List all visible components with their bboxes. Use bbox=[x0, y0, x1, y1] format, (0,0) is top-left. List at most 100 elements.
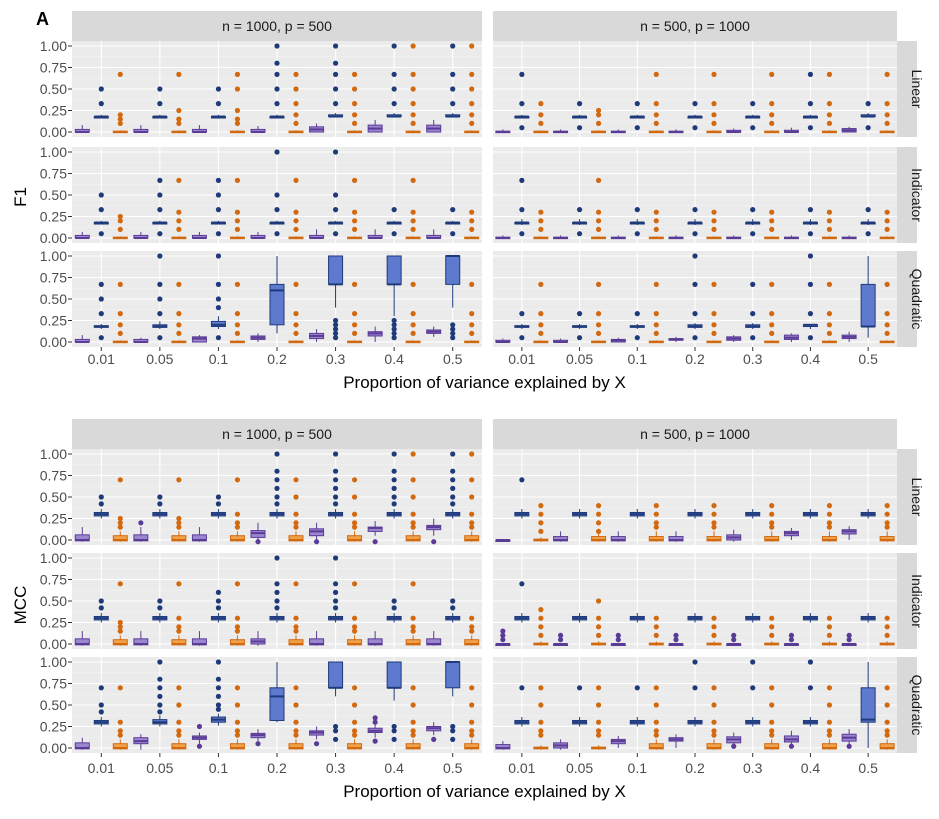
box-body bbox=[445, 661, 461, 689]
box-blue bbox=[328, 555, 344, 623]
box-purple bbox=[367, 119, 383, 133]
outlier-orange bbox=[653, 120, 659, 126]
box-orange bbox=[405, 177, 421, 240]
outlier-orange bbox=[884, 503, 890, 509]
x-tick-label: 0.1 bbox=[209, 760, 229, 776]
outlier-blue bbox=[98, 101, 104, 107]
outlier-orange bbox=[117, 218, 123, 224]
outlier-orange bbox=[826, 520, 833, 526]
outlier-purple bbox=[500, 628, 506, 634]
outlier-orange bbox=[469, 226, 475, 232]
row-strip-label: Indicator bbox=[909, 168, 925, 222]
x-tick-label: 0.5 bbox=[858, 351, 878, 367]
outlier-orange bbox=[351, 112, 358, 118]
outlier-orange bbox=[117, 520, 123, 526]
outlier-blue bbox=[215, 589, 222, 596]
box-blue bbox=[328, 451, 344, 519]
outlier-orange bbox=[595, 311, 602, 317]
outlier-orange bbox=[595, 503, 602, 509]
outlier-orange bbox=[826, 524, 833, 530]
outlier-blue bbox=[750, 311, 756, 317]
box-orange bbox=[648, 281, 664, 344]
outlier-blue bbox=[157, 702, 163, 708]
outlier-blue bbox=[98, 685, 104, 691]
outlier-orange bbox=[351, 86, 358, 92]
outlier-blue bbox=[391, 501, 397, 507]
y-axis-title: F1 bbox=[11, 187, 30, 207]
outlier-orange bbox=[469, 728, 475, 734]
outlier-orange bbox=[653, 615, 659, 621]
outlier-orange bbox=[826, 330, 833, 336]
box-orange bbox=[347, 581, 363, 646]
outlier-blue bbox=[865, 231, 871, 237]
box-orange bbox=[879, 71, 895, 134]
outlier-purple bbox=[557, 632, 564, 639]
outlier-orange bbox=[117, 515, 123, 522]
outlier-blue bbox=[215, 494, 222, 500]
outlier-purple bbox=[255, 741, 261, 747]
x-tick-label: 0.3 bbox=[326, 351, 346, 367]
outlier-blue bbox=[807, 253, 814, 259]
outlier-orange bbox=[826, 112, 833, 118]
outlier-blue bbox=[332, 207, 339, 213]
outlier-orange bbox=[351, 281, 358, 287]
box-purple bbox=[783, 235, 799, 240]
outlier-blue bbox=[215, 305, 222, 311]
x-tick-label: 0.01 bbox=[88, 760, 115, 776]
outlier-blue bbox=[332, 501, 339, 507]
outlier-blue bbox=[274, 468, 280, 474]
outlier-orange bbox=[176, 728, 182, 734]
x-tick-label: 0.2 bbox=[267, 760, 287, 776]
outlier-orange bbox=[234, 218, 241, 224]
y-tick-label: 0.00 bbox=[40, 230, 67, 246]
box-purple bbox=[191, 231, 207, 239]
row-strip-label: Linear bbox=[909, 478, 925, 517]
outlier-orange bbox=[769, 112, 775, 118]
outlier-orange bbox=[595, 520, 602, 526]
box-orange bbox=[288, 281, 304, 344]
outlier-orange bbox=[711, 120, 717, 126]
outlier-orange bbox=[176, 685, 182, 691]
box-purple bbox=[726, 529, 742, 542]
outlier-blue bbox=[157, 605, 163, 611]
outlier-orange bbox=[538, 226, 544, 232]
outlier-orange bbox=[595, 107, 602, 114]
outlier-purple bbox=[846, 632, 852, 639]
outlier-orange bbox=[469, 330, 475, 336]
box-blue bbox=[572, 101, 588, 131]
outlier-purple bbox=[788, 632, 795, 639]
box-purple bbox=[250, 729, 266, 747]
box-orange bbox=[229, 477, 245, 542]
outlier-orange bbox=[884, 728, 890, 734]
outlier-orange bbox=[469, 218, 475, 224]
outlier-orange bbox=[410, 624, 416, 630]
outlier-orange bbox=[410, 477, 416, 483]
outlier-orange bbox=[234, 477, 241, 483]
box-purple bbox=[74, 737, 90, 750]
outlier-orange bbox=[884, 330, 890, 336]
box-blue bbox=[386, 598, 402, 623]
outlier-orange bbox=[234, 628, 241, 634]
outlier-blue bbox=[215, 296, 222, 302]
outlier-orange bbox=[538, 607, 544, 613]
outlier-blue bbox=[274, 207, 280, 213]
box-purple bbox=[668, 734, 684, 748]
box-orange bbox=[464, 43, 480, 134]
outlier-blue bbox=[98, 192, 104, 198]
outlier-orange bbox=[711, 732, 717, 738]
box-blue bbox=[152, 598, 168, 623]
row-strip bbox=[897, 657, 917, 753]
outlier-orange bbox=[293, 226, 299, 232]
outlier-orange bbox=[410, 702, 416, 708]
box-purple bbox=[133, 520, 149, 542]
box-purple bbox=[495, 235, 511, 240]
outlier-orange bbox=[351, 702, 358, 708]
box-purple bbox=[426, 326, 442, 337]
box-body bbox=[328, 255, 344, 285]
outlier-orange bbox=[234, 107, 241, 114]
outlier-orange bbox=[234, 511, 241, 517]
column-strip-label: n = 1000, p = 500 bbox=[222, 426, 332, 442]
outlier-orange bbox=[653, 719, 659, 725]
outlier-blue bbox=[692, 253, 698, 259]
